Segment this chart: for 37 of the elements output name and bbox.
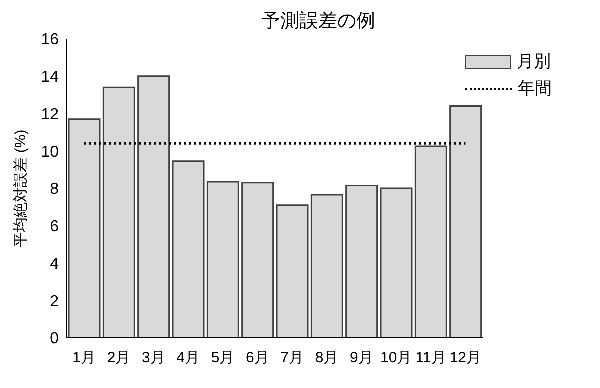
x-tick-label: 1月 — [72, 350, 96, 367]
bar — [242, 182, 274, 338]
x-tick-label: 3月 — [142, 350, 166, 367]
y-tick-label: 6 — [50, 218, 60, 236]
bar — [276, 204, 309, 338]
bar — [68, 118, 101, 338]
bar — [346, 184, 378, 338]
bar — [206, 181, 240, 338]
x-tick-label: 5月 — [211, 350, 235, 367]
bar — [414, 146, 448, 338]
bar — [450, 106, 482, 338]
y-tick-label: 4 — [50, 256, 60, 273]
x-tick-label: 10月 — [380, 350, 412, 367]
bar — [102, 86, 136, 338]
y-tick-label: 10 — [41, 144, 60, 161]
bar — [380, 188, 413, 338]
x-tick-label: 4月 — [176, 350, 200, 367]
y-tick-label: 0 — [50, 330, 60, 348]
x-tick-label: 8月 — [315, 350, 339, 367]
x-tick-label: 2月 — [107, 350, 131, 367]
x-tick-label: 7月 — [280, 350, 304, 367]
x-tick-label: 6月 — [246, 350, 270, 367]
bar — [138, 76, 170, 338]
chart-title: 予測誤差の例 — [260, 10, 376, 34]
y-tick-label: 8 — [50, 181, 60, 198]
bar — [310, 194, 344, 338]
y-tick-label: 14 — [41, 69, 60, 86]
y-tick-label: 2 — [50, 293, 60, 310]
y-axis-title: 平均絶対誤差 (%) — [12, 130, 30, 248]
legend-label: 年間 — [518, 78, 552, 100]
x-tick-label: 11月 — [416, 350, 446, 367]
y-tick-label: 12 — [41, 106, 60, 124]
x-tick-label: 12月 — [450, 350, 482, 367]
bar — [172, 160, 205, 338]
y-tick-label: 16 — [41, 32, 60, 49]
x-tick-label: 9月 — [350, 350, 374, 367]
legend-label: 月別 — [517, 51, 551, 73]
